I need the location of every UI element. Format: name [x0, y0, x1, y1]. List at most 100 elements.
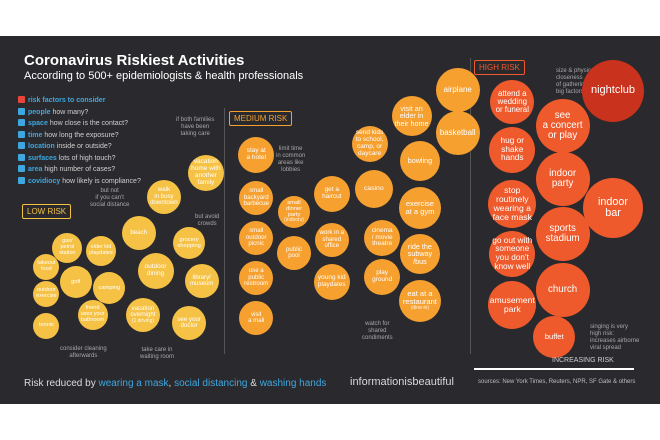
- bubble-stop-routinely-wearing-a-face-mask: stop routinely wearing a face mask: [488, 180, 537, 228]
- bubble-label: get a haircut: [322, 186, 342, 200]
- bubble-label: see your doctor: [177, 315, 201, 329]
- bubble-cinema-movie-theatre: cinema / movie theatre: [364, 220, 401, 256]
- bubble-label: airplane: [443, 84, 472, 94]
- bubble-public-pool: public pool: [277, 236, 312, 270]
- bubble-use-a-public-restroom: use a public restroom: [239, 261, 274, 295]
- bubble-small-outdoor-picnic: small outdoor picnic: [239, 221, 274, 255]
- bubble-stay-at-a-hotel: stay at a hotel: [238, 137, 275, 173]
- bubble-label: nightclub: [590, 84, 636, 97]
- bubble-label: vacation home with another family: [191, 158, 221, 186]
- bubble-label: friend uses your bathroom: [80, 305, 105, 323]
- note-singing: singing is very high risk: increases air…: [590, 324, 640, 351]
- legend-item-time: time how long the exposure?: [18, 130, 141, 142]
- footer-mask: wearing a mask: [98, 378, 169, 389]
- bubble-hug-or-shake-hands: hug or shake hands: [489, 127, 536, 173]
- legend-desc: how long the exposure?: [44, 131, 119, 139]
- bubble-church: church: [535, 263, 590, 317]
- chart-title: Coronavirus Riskiest Activities: [24, 52, 245, 69]
- bubble-label: grocery shopping: [177, 236, 201, 249]
- bubble-airplane: airplane: [435, 68, 480, 112]
- legend-item-area: area high number of cases?: [18, 164, 141, 176]
- bubble-label: indoor bar: [597, 195, 628, 219]
- bubble-label: cinema / movie theatre: [371, 226, 393, 248]
- footer-message: Risk reduced by wearing a mask, social d…: [24, 378, 326, 389]
- people-icon: [18, 107, 25, 115]
- zone-divider-medium: [224, 108, 225, 354]
- bubble-label: beach: [130, 228, 148, 236]
- bubble-get-a-haircut: get a haircut: [313, 176, 350, 212]
- bubble-label: stay at a hotel: [246, 147, 266, 161]
- bubble-tennis: tennis: [33, 313, 60, 339]
- bubble-work-in-a-shared-office: work in a shared office: [314, 223, 349, 257]
- legend-key: space: [28, 120, 48, 127]
- bubble-casino: casino: [354, 170, 393, 208]
- bubble-label: gas/ petrol station: [59, 238, 76, 256]
- bubble-visit-an-elder-in-their-home: visit an elder in their home: [391, 96, 432, 136]
- legend-item-alert: risk factors to consider: [18, 95, 141, 107]
- legend-key: covidiocy: [28, 177, 61, 185]
- bubble-label: go out with someone you don't know well: [492, 235, 533, 271]
- bubble-buffet: buffet: [533, 316, 576, 358]
- bubble-label: visit an elder in their home: [394, 103, 429, 128]
- bubble-label: stop routinely wearing a face mask: [492, 184, 532, 223]
- bubble-eat-at-a-restaurant: eat at a restaurant (dine-in): [398, 280, 441, 322]
- note-cleaning: consider cleaning afterwards: [60, 346, 107, 359]
- note-distance: but not if you can't social distance: [90, 188, 130, 208]
- bubble-label: church: [548, 283, 578, 295]
- bubble-send-kids-to-school-camp-or-daycare: send kids to school, camp, or daycare: [351, 126, 388, 162]
- area-icon: [18, 165, 25, 172]
- bubble-ride-the-subway-bus: ride the subway /bus: [399, 234, 440, 274]
- bubble-basketball: basketball: [435, 111, 480, 155]
- bubble-label: sports stadium: [545, 222, 580, 244]
- bubble-sublabel: (dine-in): [410, 305, 430, 312]
- risk-factor-legend: risk factors to consider people how many…: [18, 95, 141, 187]
- bubble-older-kid-playdates: older kid playdates: [85, 236, 116, 266]
- legend-desc: inside or outside?: [56, 143, 112, 150]
- bubble-label: buffet: [544, 332, 564, 342]
- zone-label-low: LOW RISK: [22, 204, 72, 219]
- bubble-label: eat at a restaurant: [402, 289, 437, 307]
- bubble-gas-petrol-station: gas/ petrol station: [52, 233, 83, 263]
- bubble-label: basketball: [439, 127, 476, 137]
- bubble-nightclub: nightclub: [582, 60, 644, 122]
- bubble-amusement-park: amusement park: [488, 281, 537, 329]
- note-families: if both families have been taking care: [176, 117, 215, 137]
- bubble-label: public pool: [286, 245, 302, 259]
- bubble-label: young kid playdates: [317, 274, 346, 288]
- bubble-label: see a concert or play: [542, 109, 583, 142]
- legend-key: people: [28, 108, 51, 116]
- note-tables: limit time in common areas like lobbies: [276, 146, 306, 173]
- bubble-label: older kid playdates: [89, 244, 113, 256]
- brand-logo: informationisbeautiful: [350, 376, 454, 388]
- bubble-label: takeout food: [37, 260, 56, 272]
- chart-subtitle: According to 500+ epidemiologists & heal…: [24, 70, 304, 82]
- bubble-label: work in a shared office: [319, 229, 344, 250]
- x-axis-arrow: [474, 368, 634, 370]
- bubble-bowling: bowling: [399, 141, 440, 181]
- bubble-label: camping: [98, 284, 121, 291]
- bubble-label: hug or shake hands: [500, 135, 524, 163]
- footer-sep: ,: [168, 378, 175, 389]
- bubble-see-a-concert-or-play: see a concert or play: [535, 99, 590, 153]
- bubble-label: outdoor exercise: [36, 287, 57, 299]
- legend-key: time: [28, 131, 43, 139]
- clock-icon: [18, 130, 25, 138]
- bubble-indoor-bar: indoor bar: [583, 178, 643, 238]
- alert-icon: [18, 96, 25, 103]
- note-waiting: take care in waiting room: [140, 347, 175, 360]
- legend-key: location: [28, 143, 55, 150]
- bubble-label: use a public restroom: [244, 267, 269, 288]
- bubble-label: small outdoor picnic: [245, 227, 267, 248]
- surfaces-icon: [18, 153, 25, 161]
- bubble-label: visit a mall: [248, 310, 265, 324]
- bubble-vacation-home-with-another-family: vacation home with another family: [187, 155, 224, 191]
- bubble-go-out-with-someone-you-don-t-know-well: go out with someone you don't know well: [489, 231, 536, 277]
- bubble-beach: beach: [121, 216, 156, 250]
- bubble-label: outdoor dining: [144, 263, 167, 277]
- bubble-label: casino: [363, 185, 384, 193]
- legend-desc: high number of cases?: [44, 166, 116, 173]
- bubble-label: play ground: [372, 269, 393, 283]
- legend-desc: how close is the contact?: [49, 120, 129, 127]
- bubble-see-your-doctor: see your doctor: [172, 306, 207, 340]
- legend-desc: lots of high touch?: [58, 154, 116, 162]
